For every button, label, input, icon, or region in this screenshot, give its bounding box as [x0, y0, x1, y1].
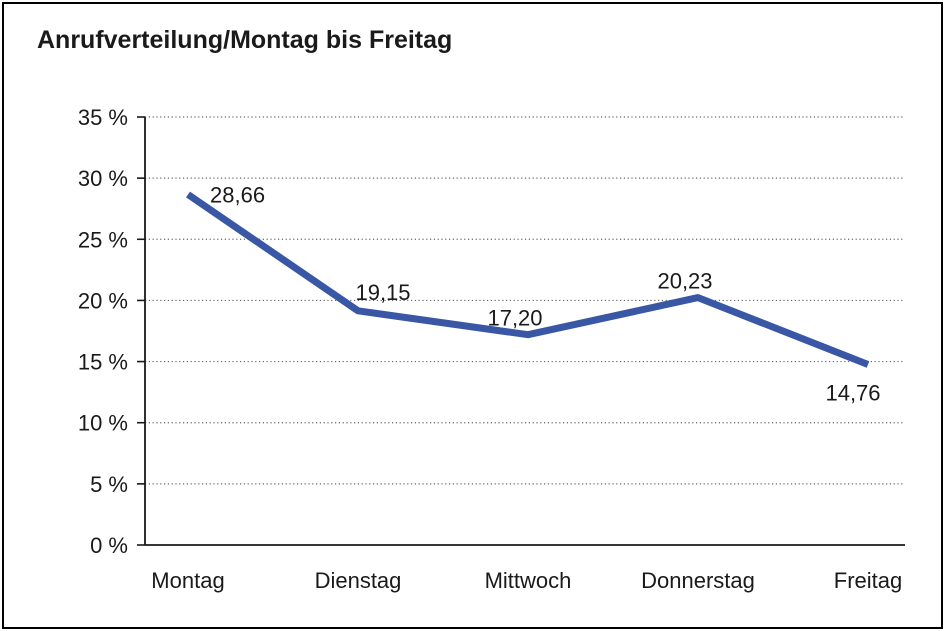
- x-axis-label: Mittwoch: [485, 568, 572, 593]
- y-axis-label: 15 %: [78, 350, 128, 375]
- y-axis-label: 30 %: [78, 166, 128, 191]
- x-axis-label: Dienstag: [315, 568, 402, 593]
- data-point-label: 14,76: [825, 381, 880, 406]
- x-axis-label: Montag: [151, 568, 224, 593]
- y-axis-label: 0 %: [90, 533, 128, 558]
- y-axis-label: 20 %: [78, 288, 128, 313]
- data-point-label: 19,15: [355, 280, 410, 305]
- y-axis-label: 5 %: [90, 472, 128, 497]
- data-point-label: 17,20: [487, 306, 542, 331]
- y-axis-label: 35 %: [78, 105, 128, 130]
- data-point-label: 20,23: [657, 269, 712, 294]
- data-point-label: 28,66: [210, 183, 265, 208]
- series-line: [186, 191, 870, 368]
- y-axis-label: 10 %: [78, 411, 128, 436]
- x-axis-label: Freitag: [834, 568, 902, 593]
- chart-title: Anrufverteilung/Montag bis Freitag: [37, 26, 453, 54]
- x-axis-label: Donnerstag: [641, 568, 755, 593]
- y-axis-label: 25 %: [78, 227, 128, 252]
